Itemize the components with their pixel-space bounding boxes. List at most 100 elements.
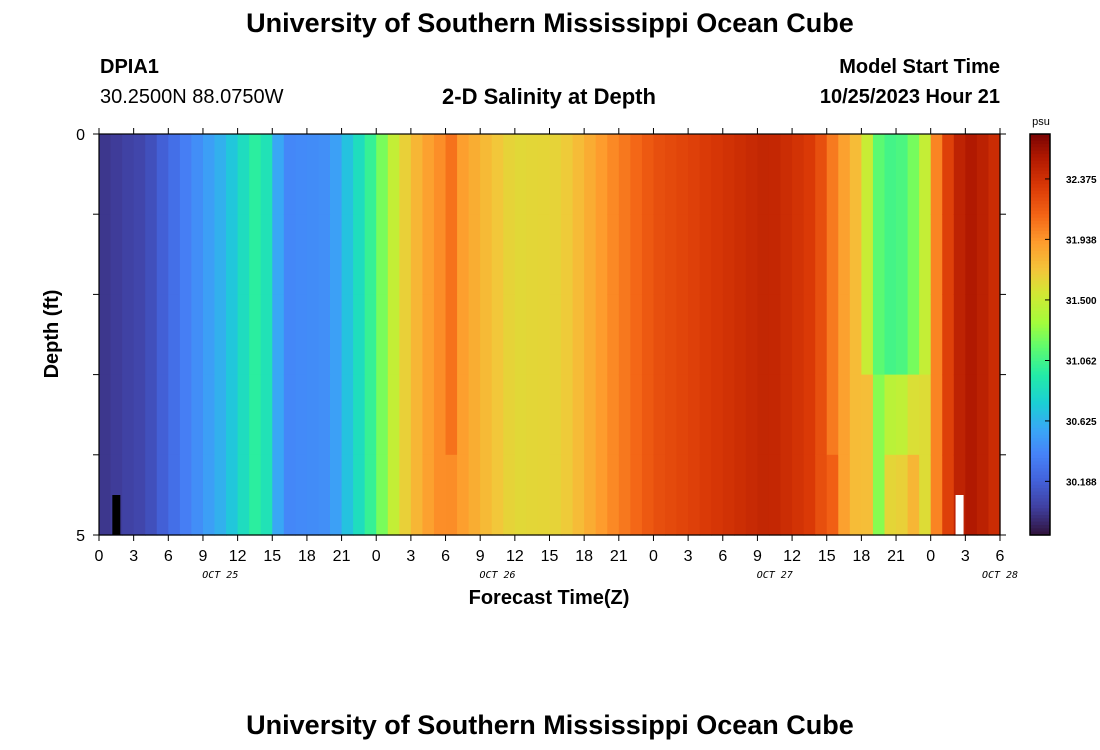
heatmap-cell [330,454,343,536]
heatmap-cell [919,134,932,215]
heatmap-cell [711,294,724,376]
heatmap-cell [872,294,886,376]
heatmap-cell [872,214,886,295]
heatmap-cell [849,214,862,295]
heatmap-cell [526,454,539,536]
heatmap-cell [641,374,655,456]
heatmap-cell [145,134,158,215]
heatmap-cell [364,454,377,536]
colorbar-segment [1030,134,1050,138]
heatmap-cell [896,134,909,215]
x-axis-label: Forecast Time(Z) [469,587,630,609]
heatmap-cell [399,294,412,376]
y-axis-label: Depth (ft) [41,290,63,379]
heatmap-cell [468,454,481,536]
heatmap-cell [665,294,678,376]
heatmap-cell [907,454,920,536]
heatmap-cell [549,294,562,376]
x-tick-label: 21 [333,548,351,565]
colorbar-segment [1030,524,1050,529]
heatmap-cell [872,454,886,536]
heatmap-cell [226,454,239,536]
heatmap-cell [942,374,955,456]
heatmap-cell [480,134,493,215]
heatmap-cell [734,214,747,295]
heatmap-cell [872,374,886,456]
heatmap-cell [376,294,389,376]
heatmap-cell [549,454,562,536]
station-coordinates: 30.2500N 88.0750W [100,86,284,108]
heatmap-cell [896,294,909,376]
heatmap-cell [399,374,412,456]
heatmap-cell [283,294,296,376]
heatmap-cell [318,454,331,536]
colorbar-segment [1030,137,1050,142]
heatmap-cell [99,294,112,376]
colorbar-segment [1030,271,1050,275]
heatmap-cell [364,134,377,215]
heatmap-cell [468,214,481,295]
date-label: OCT 28 [982,570,1018,581]
heatmap-cell [884,214,897,295]
heatmap-cell [214,454,227,536]
heatmap-cell [699,214,712,295]
x-tick-label: 15 [263,548,281,565]
colorbar-segment [1030,511,1050,516]
heatmap-cell [792,454,805,536]
colorbar-tick-label: 31.062 [1066,356,1097,367]
x-tick-label: 6 [441,548,450,565]
heatmap-cell [561,134,574,215]
heatmap-cell [341,454,354,536]
heatmap-cell [780,294,793,376]
heatmap-cell [618,134,631,215]
colorbar-segment [1030,411,1050,416]
heatmap-cell [480,374,493,456]
heatmap-cell [295,454,308,536]
heatmap-cell [572,374,585,456]
colorbar-segment [1030,401,1050,406]
heatmap-cell [376,374,389,456]
heatmap-cell [514,214,527,295]
heatmap-cell [815,294,828,376]
heatmap-cell [826,134,839,215]
x-tick-label: 3 [961,548,970,565]
heatmap-cell [156,294,169,376]
colorbar-tick-label: 30.188 [1066,477,1097,488]
heatmap-cell [387,214,400,295]
heatmap-cell [815,134,828,215]
heatmap-cell [653,454,666,536]
x-tick-label: 9 [753,548,762,565]
heatmap-cell [145,454,158,536]
x-tick-label: 15 [541,548,559,565]
heatmap-cell [249,134,262,215]
heatmap-cell [191,214,204,295]
heatmap-cell [168,294,181,376]
colorbar-segment [1030,204,1050,209]
heatmap-cell [480,294,493,376]
heatmap-cell [168,214,181,295]
heatmap-cell [249,214,262,295]
colorbar-segment [1030,458,1050,463]
colorbar-segment [1030,331,1050,336]
x-tick-label: 6 [164,548,173,565]
heatmap-cell [202,454,216,536]
heatmap-cell [410,374,424,456]
heatmap-cell [607,374,620,456]
heatmap-cell [757,294,770,376]
colorbar-segment [1030,157,1050,162]
heatmap-cell [722,454,735,536]
heatmap-cell [480,214,493,295]
x-tick-label: 12 [506,548,524,565]
heatmap-cell [722,134,735,215]
heatmap-cell [768,294,782,376]
heatmap-cell [145,294,158,376]
heatmap-cell [988,454,1001,536]
plot-title: 2-D Salinity at Depth [442,84,656,109]
heatmap-cell [122,374,135,456]
colorbar-segment [1030,254,1050,259]
heatmap-cell [792,134,805,215]
heatmap-cell [965,294,978,376]
colorbar-segment [1030,187,1050,192]
heatmap-cell [179,134,193,215]
heatmap-cell [722,294,735,376]
